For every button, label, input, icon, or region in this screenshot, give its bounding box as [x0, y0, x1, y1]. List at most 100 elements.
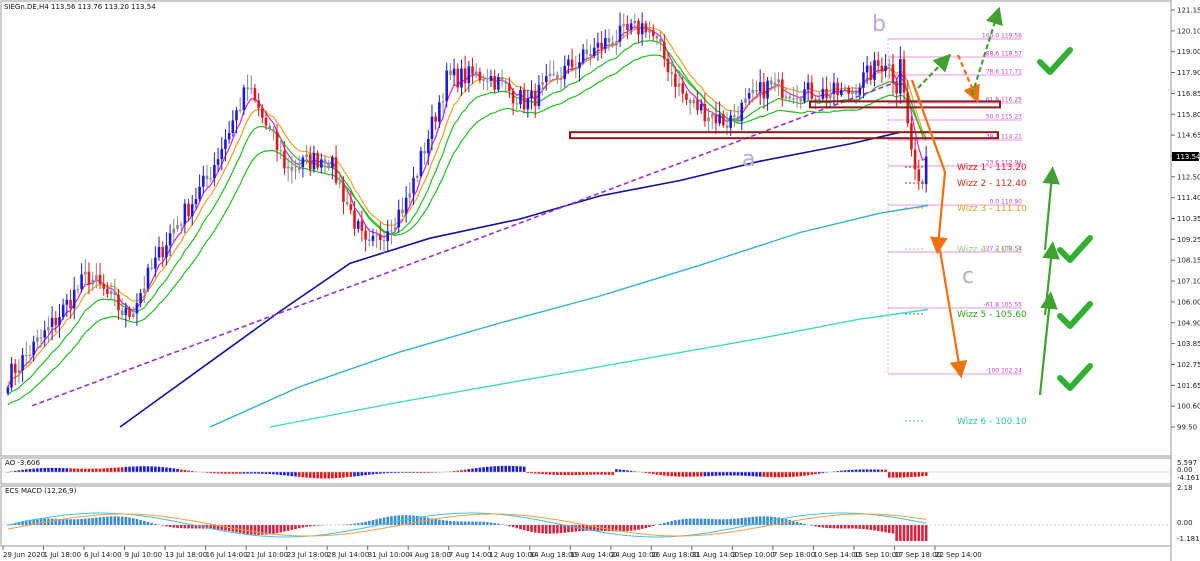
- candle-body: [76, 289, 80, 291]
- candle-body: [858, 87, 862, 95]
- candle-body: [6, 387, 10, 394]
- candle-body: [415, 176, 419, 178]
- candle-body: [873, 60, 876, 80]
- candle-body: [449, 70, 452, 76]
- ao-bar: [497, 466, 500, 472]
- ao-bar: [493, 466, 496, 472]
- candle-body: [301, 157, 305, 168]
- ao-bar: [253, 472, 257, 474]
- macd-bar: [895, 525, 898, 541]
- candle-body: [342, 182, 345, 203]
- macd-bar: [559, 525, 563, 534]
- ao-bar: [224, 472, 227, 474]
- candle-body: [157, 247, 161, 258]
- ao-bar: [205, 472, 209, 473]
- candle-body: [814, 98, 817, 101]
- ao-bar: [371, 472, 375, 475]
- fib-label: 88.6 118.57: [986, 51, 1022, 58]
- candle-body: [187, 203, 190, 217]
- ao-bar: [607, 472, 611, 475]
- macd-bar: [924, 525, 928, 541]
- ao-bar: [43, 467, 47, 472]
- macd-bar: [84, 518, 87, 525]
- ao-bar: [567, 472, 570, 476]
- ao-bar: [817, 472, 821, 474]
- candle-body: [519, 89, 522, 105]
- ao-title: AO -3.606: [5, 459, 41, 467]
- y-tick-label: 117.90: [1177, 69, 1200, 77]
- candle-body: [659, 38, 662, 42]
- y-tick-label: 99.50: [1177, 424, 1197, 432]
- ao-bar: [301, 472, 305, 478]
- ao-bar: [924, 472, 928, 476]
- ao-bar: [865, 469, 869, 472]
- candle-body: [508, 83, 511, 91]
- macd-bar: [290, 525, 294, 530]
- candle-body: [54, 317, 58, 325]
- macd-bar: [887, 525, 891, 533]
- ao-bar: [10, 471, 13, 472]
- macd-bar: [135, 518, 139, 525]
- macd-bar: [220, 525, 224, 530]
- macd-bar: [884, 525, 887, 533]
- ao-bar: [397, 472, 401, 473]
- ao-bar: [696, 472, 699, 477]
- macd-bar: [32, 519, 35, 525]
- ao-bar: [648, 472, 651, 474]
- arrow-orange-1: [910, 79, 948, 255]
- candle-body: [397, 209, 401, 228]
- ao-bar: [740, 472, 744, 476]
- candle-body: [563, 65, 567, 80]
- ao-bar: [537, 472, 541, 474]
- ao-bar: [419, 472, 423, 473]
- ao-bar: [777, 472, 780, 478]
- macd-bar: [681, 519, 685, 525]
- candle-body: [515, 103, 519, 105]
- ao-bar: [342, 472, 345, 478]
- candle-body: [419, 150, 423, 177]
- candle-body: [910, 123, 913, 150]
- ao-bar: [611, 472, 614, 475]
- candle-body: [17, 370, 21, 373]
- candle-body: [755, 89, 758, 92]
- candle-body: [460, 68, 463, 88]
- macd-bar: [607, 525, 611, 532]
- candle-body: [161, 247, 165, 258]
- macd-bar: [751, 516, 755, 525]
- macd-bar: [124, 516, 128, 525]
- ao-bar: [585, 472, 589, 475]
- candle-body: [165, 245, 168, 258]
- ao-bar: [718, 472, 721, 476]
- ao-bar: [515, 466, 519, 472]
- macd-bar: [301, 525, 305, 528]
- candle-body: [511, 90, 515, 104]
- x-tick-label: 10 Sep 14:00: [813, 551, 860, 559]
- current-price: 113.54: [1176, 153, 1200, 161]
- ao-bar: [139, 466, 142, 472]
- ao-bar: [581, 472, 585, 475]
- ao-bar: [895, 472, 898, 478]
- ao-bar: [172, 468, 176, 472]
- macd-bar: [117, 516, 120, 525]
- macd-bar: [36, 518, 39, 525]
- ao-bar: [135, 466, 139, 472]
- ao-bar: [272, 472, 275, 475]
- ao-bar: [257, 472, 260, 474]
- candle-body: [648, 30, 651, 33]
- candle-body: [865, 65, 869, 73]
- candle-body: [364, 230, 367, 240]
- macd-bar: [76, 519, 80, 525]
- candle-body: [537, 84, 541, 106]
- candle-body: [574, 67, 578, 69]
- macd-bar: [795, 521, 799, 525]
- ao-bar: [367, 472, 371, 475]
- candle-body: [124, 308, 128, 315]
- candle-body: [305, 154, 308, 158]
- macd-bar: [880, 525, 884, 532]
- candle-body: [463, 68, 467, 84]
- candle-body: [670, 72, 673, 74]
- macd-bar: [648, 525, 651, 528]
- indicators-group: [2, 465, 1170, 541]
- ao-bar: [412, 472, 415, 473]
- candle-body: [692, 99, 696, 104]
